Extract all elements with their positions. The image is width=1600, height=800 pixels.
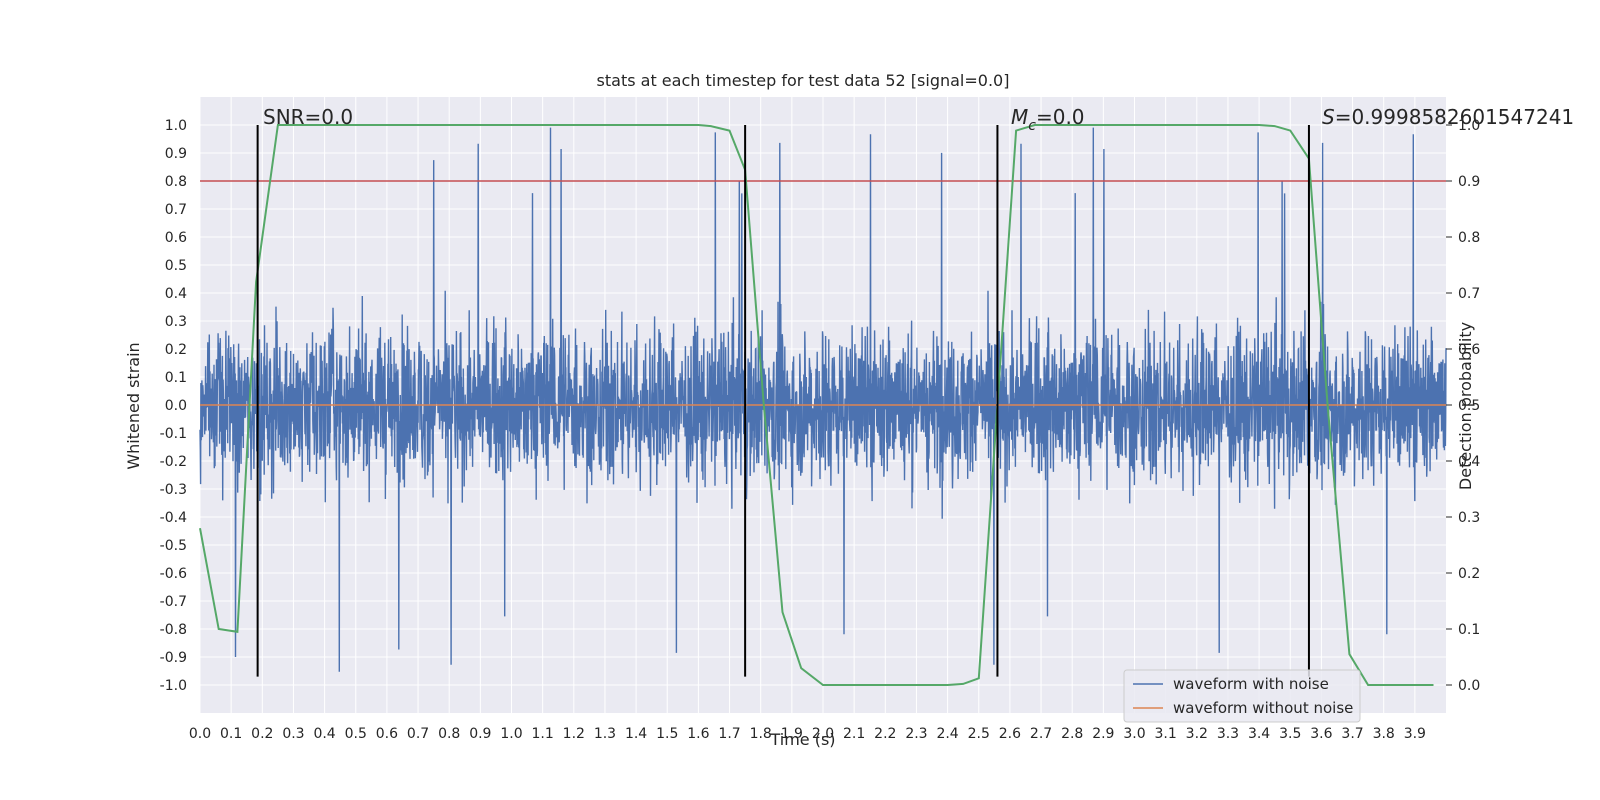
legend: waveform with noise waveform without noi… [1123,669,1361,723]
x-tick-label: 3.6 [1310,726,1332,742]
x-tick-label: 0.7 [407,726,429,742]
y-tick-label: 0.6 [165,230,187,246]
y-tick-label: 0.0 [165,398,187,414]
x-tick-label: 3.4 [1248,726,1270,742]
y-tick-label: -1.0 [160,678,187,694]
y2-axis-label: Detection probability [1456,322,1475,490]
x-axis-label: Time (s) [769,730,835,749]
legend-box [1123,669,1361,723]
x-tick-label: 0.4 [313,726,335,742]
chart-title: stats at each timestep for test data 52 … [597,71,1010,90]
y-tick-label: 0.4 [165,286,187,302]
y2-axis-ticks: 1.0 0.9 0.8 0.7 0.6 0.5 0.4 0.3 0.2 0.1 0.0 [1446,118,1480,694]
y-axis-ticks: 1.0 0.9 0.8 0.7 0.6 0.5 0.4 0.3 0.2 0.1 0.0 -0.1 -0.… [160,118,187,694]
x-tick-label: 3.9 [1404,726,1426,742]
x-tick-label: 1.6 [687,726,709,742]
x-tick-label: 1.1 [532,726,554,742]
x-tick-label: 0.8 [438,726,460,742]
x-axis-ticks: 0.0 0.1 0.2 0.3 0.4 0.5 0.6 0.7 0.8 0.9 1.0 1.1 1.2 1… [189,726,1426,742]
x-tick-label: 3.1 [1155,726,1177,742]
y-tick-label: 0.3 [165,314,187,330]
chirp-mass-value: =0.0 [1036,105,1085,129]
score-symbol: S [1322,105,1335,129]
y2-tick-label: 0.6 [1458,342,1480,358]
y2-tick-label: 0.5 [1458,398,1480,414]
y-tick-label: 0.9 [165,146,187,162]
x-tick-label: 0.3 [282,726,304,742]
y2-tick-label: 0.1 [1458,622,1480,638]
x-tick-label: 0.5 [345,726,367,742]
chirp-mass-subscript: c [1028,118,1036,134]
y-tick-label: 0.2 [165,342,187,358]
y2-tick-label: 0.3 [1458,510,1480,526]
x-tick-label: 1.5 [656,726,678,742]
x-tick-label: 3.0 [1123,726,1145,742]
x-tick-label: 1.4 [625,726,647,742]
y2-tick-label: 0.0 [1458,678,1480,694]
y-tick-label: 0.5 [165,258,187,274]
y2-tick-label: 0.4 [1458,454,1480,470]
y-tick-label: -0.5 [160,538,187,554]
chirp-mass-symbol: M [1011,105,1028,129]
noise-waveform-series [199,127,1447,672]
x-tick-label: 2.6 [999,726,1021,742]
x-tick-label: 1.8 [750,726,772,742]
y-tick-label: -0.2 [160,454,187,470]
x-tick-label: 0.0 [189,726,211,742]
y-tick-label: -0.8 [160,622,187,638]
y-axis-label: Whitened strain [124,342,143,469]
y2-tick-label: 0.9 [1458,174,1480,190]
x-tick-label: 1.3 [594,726,616,742]
x-tick-label: 3.3 [1217,726,1239,742]
y-tick-label: -0.9 [160,650,187,666]
x-tick-label: 2.9 [1092,726,1114,742]
x-tick-label: 0.2 [251,726,273,742]
x-tick-label: 2.1 [843,726,865,742]
y-tick-label: 0.1 [165,370,187,386]
legend-label-clean: waveform without noise [1173,699,1353,717]
y-tick-label: -0.3 [160,482,187,498]
detection-probability-line [199,124,1434,686]
x-tick-label: 3.2 [1186,726,1208,742]
x-tick-label: 0.6 [376,726,398,742]
y2-tick-label: 0.2 [1458,566,1480,582]
snr-annotation: SNR=0.0 [263,105,353,129]
y2-tick-label: 1.0 [1458,118,1480,134]
x-tick-label: 2.7 [1030,726,1052,742]
x-tick-label: 2.8 [1061,726,1083,742]
y-tick-label: -0.6 [160,566,187,582]
x-tick-label: 2.0 [812,726,834,742]
noise-waveform-line [199,127,1447,672]
x-tick-label: 2.2 [874,726,896,742]
legend-label-noise: waveform with noise [1173,675,1329,693]
y-tick-label: 0.8 [165,174,187,190]
y2-tick-label: 0.7 [1458,286,1480,302]
x-tick-label: 2.5 [968,726,990,742]
x-tick-label: 0.9 [469,726,491,742]
x-tick-label: 2.3 [905,726,927,742]
score-annotation: S=0.9998582601547241 [1322,105,1574,129]
x-tick-label: 1.9 [781,726,803,742]
x-tick-label: 0.1 [220,726,242,742]
event-markers [256,125,1310,677]
x-tick-label: 2.4 [936,726,958,742]
x-tick-label: 3.8 [1373,726,1395,742]
y-tick-label: 0.7 [165,202,187,218]
detection-probability-series [199,124,1434,686]
y-tick-label: 1.0 [165,118,187,134]
y-tick-label: -0.7 [160,594,187,610]
x-tick-label: 3.5 [1279,726,1301,742]
y-tick-label: -0.4 [160,510,187,526]
score-value: =0.9998582601547241 [1335,105,1574,129]
x-tick-label: 1.2 [563,726,585,742]
y2-tick-label: 0.8 [1458,230,1480,246]
chirp-mass-annotation: Mc=0.0 [1011,105,1085,134]
x-tick-label: 1.7 [718,726,740,742]
x-tick-label: 3.7 [1341,726,1363,742]
x-tick-label: 1.0 [500,726,522,742]
y-tick-label: -0.1 [160,426,187,442]
